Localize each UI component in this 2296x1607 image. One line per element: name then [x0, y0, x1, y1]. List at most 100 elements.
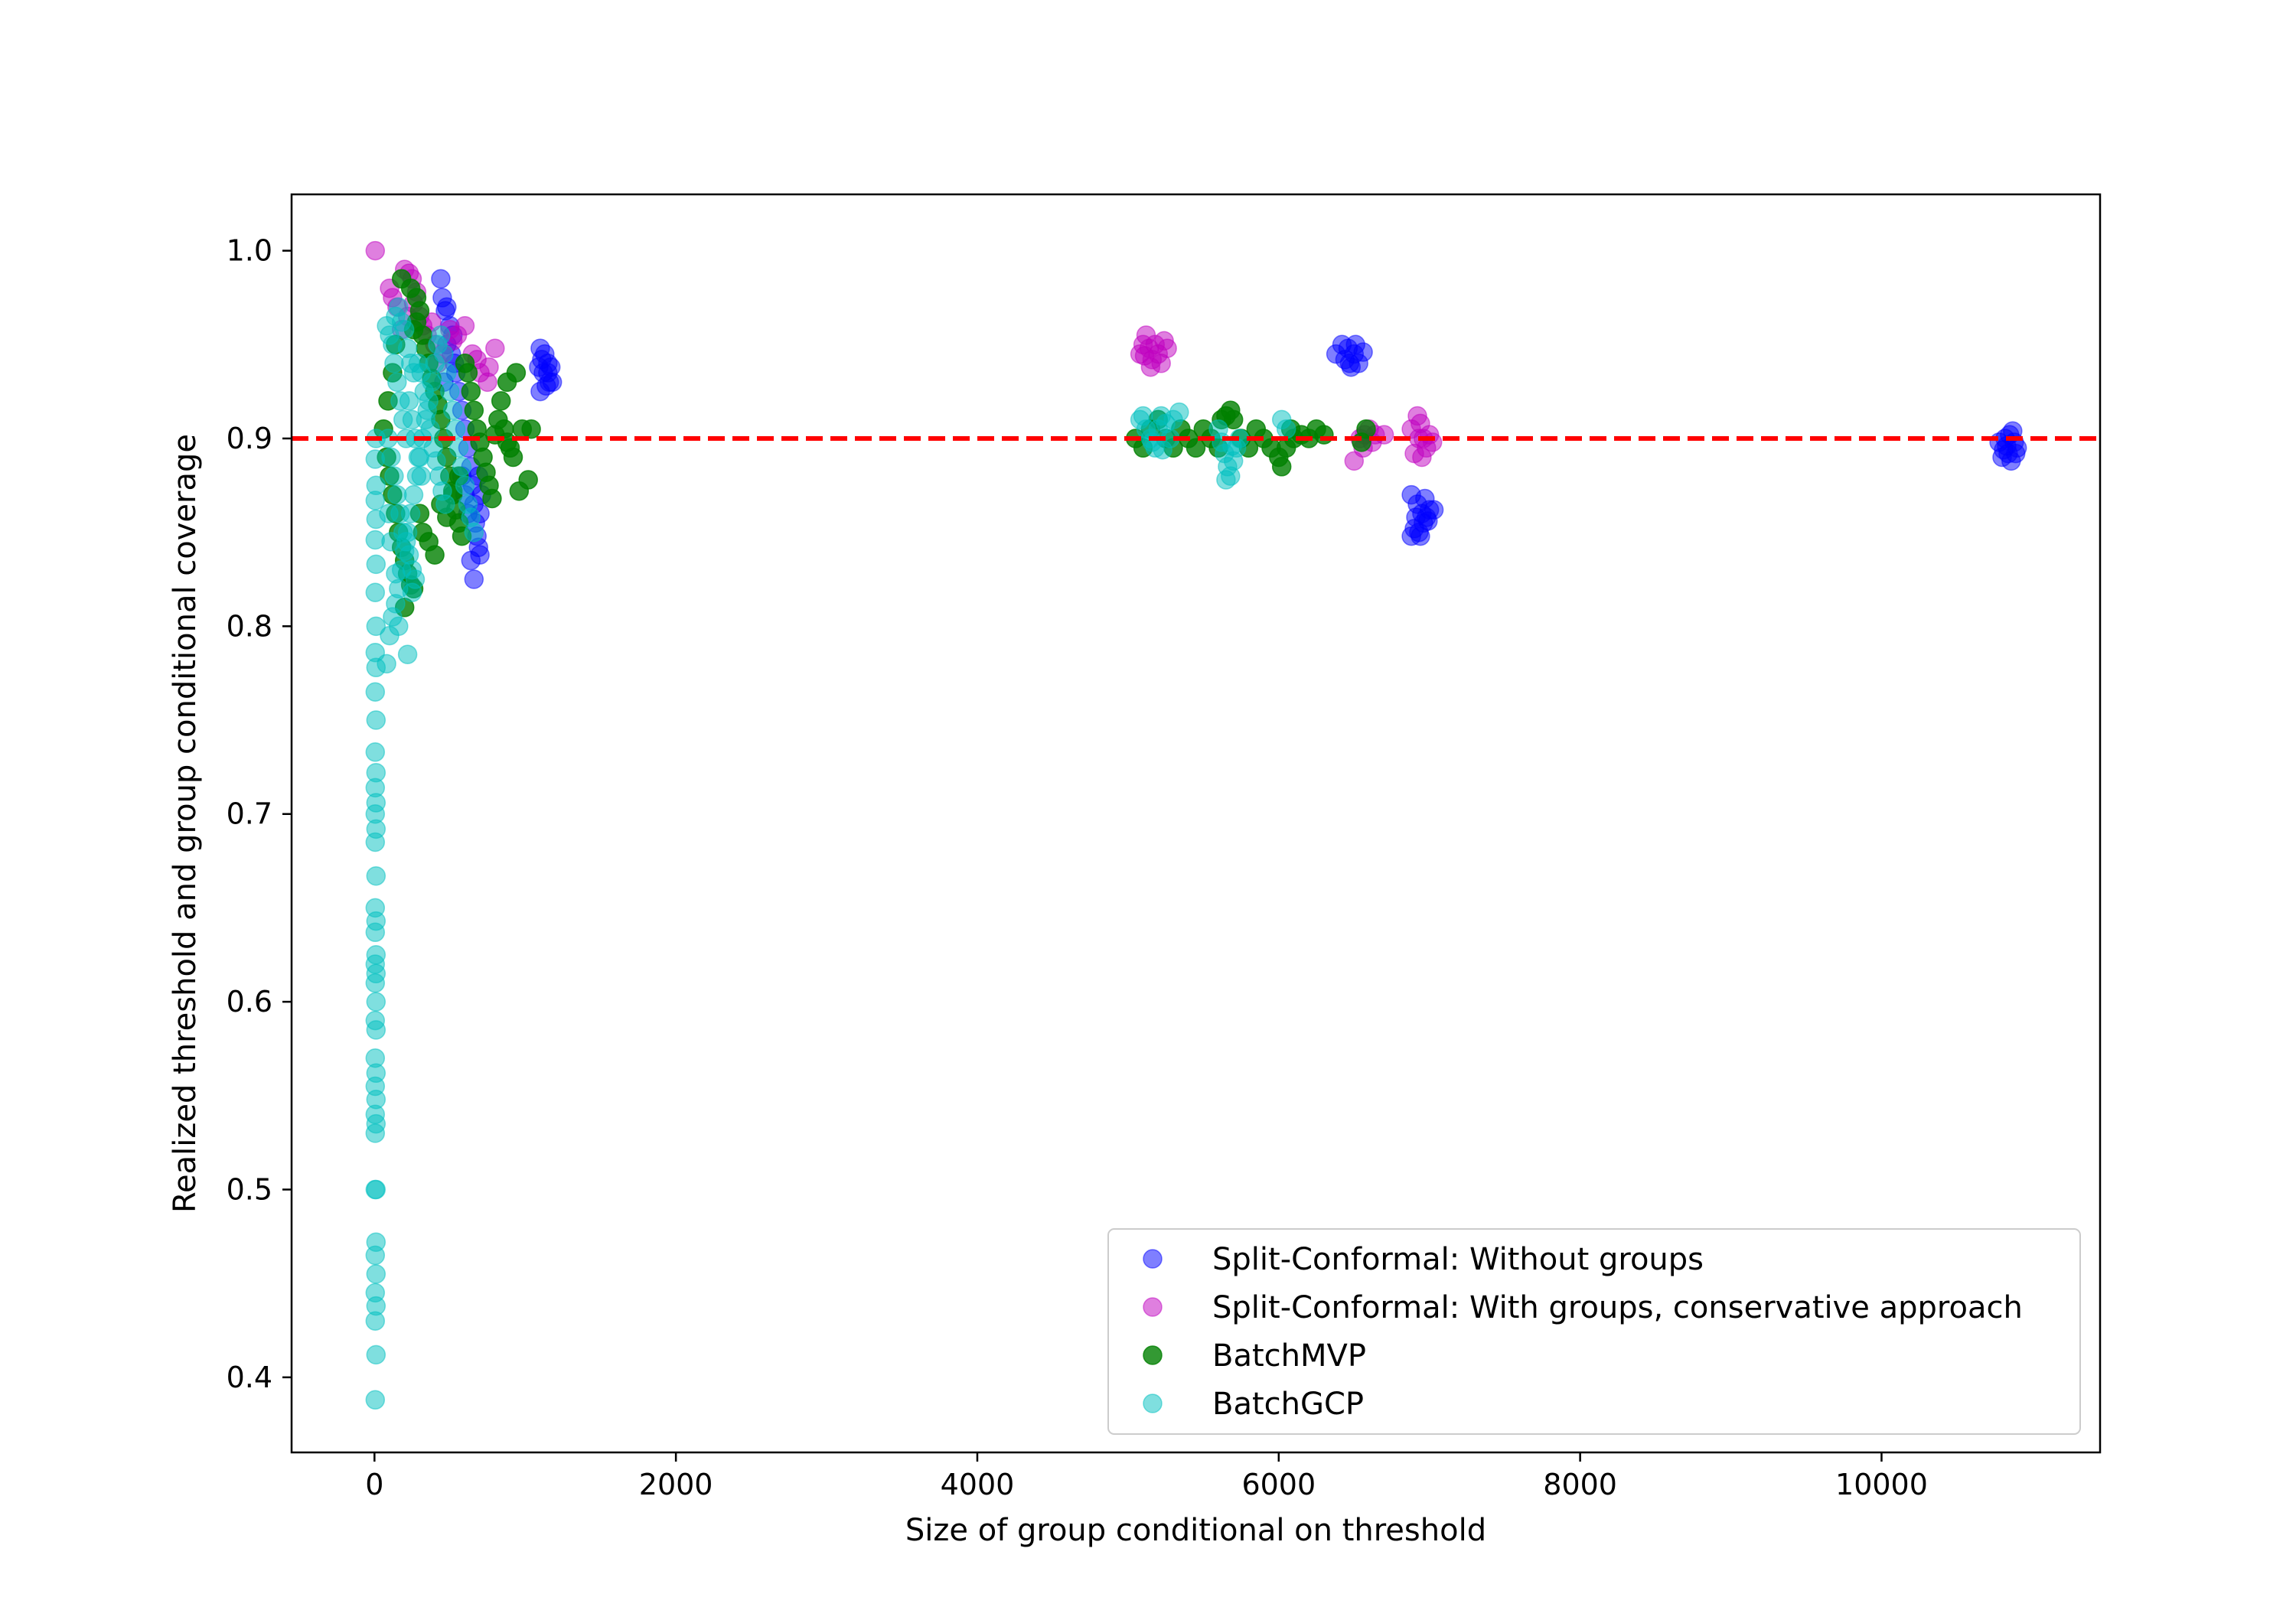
legend-box: [1107, 1228, 2081, 1435]
data-point: [440, 381, 460, 402]
data-point: [482, 488, 502, 509]
data-point: [542, 372, 563, 393]
legend-marker: [1143, 1249, 1163, 1269]
data-point: [1994, 439, 2014, 460]
data-point: [365, 1048, 386, 1068]
data-point: [461, 550, 481, 571]
data-point: [448, 438, 469, 458]
data-point: [521, 419, 541, 439]
y-tick-label: 0.8: [227, 609, 272, 643]
y-tick-label: 0.5: [227, 1172, 272, 1206]
data-point: [1134, 346, 1155, 366]
data-point: [366, 945, 386, 965]
legend-label: BatchGCP: [1212, 1387, 1364, 1422]
data-point: [458, 363, 478, 383]
data-point: [431, 269, 451, 289]
data-point: [381, 532, 401, 552]
y-tick-label: 0.7: [227, 797, 272, 831]
data-point: [387, 484, 407, 505]
legend-marker: [1143, 1297, 1163, 1317]
data-point: [394, 319, 415, 340]
data-point: [431, 325, 451, 345]
data-point: [365, 240, 386, 261]
data-points: [365, 240, 2027, 1410]
data-point: [442, 400, 463, 420]
legend-label: Split-Conformal: Without groups: [1212, 1242, 1704, 1277]
data-point: [365, 1283, 386, 1303]
y-tick-label: 0.6: [227, 985, 272, 1019]
data-point: [1169, 402, 1189, 422]
data-point: [435, 494, 455, 514]
data-point: [455, 316, 475, 336]
data-point: [1133, 406, 1153, 426]
y-axis-label: Realized threshold and group conditional…: [168, 434, 203, 1213]
data-point: [491, 391, 511, 411]
x-tick-label: 4000: [941, 1468, 1015, 1501]
data-point: [1374, 425, 1394, 445]
data-point: [1153, 439, 1172, 460]
y-tick-label: 1.0: [227, 234, 272, 268]
data-point: [389, 616, 409, 637]
data-point: [411, 363, 432, 383]
data-point: [1356, 419, 1376, 439]
legend-label: Split-Conformal: With groups, conservati…: [1212, 1290, 2023, 1325]
data-point: [464, 400, 484, 420]
data-point: [365, 1010, 386, 1031]
data-point: [366, 710, 386, 730]
data-point: [366, 865, 386, 886]
data-point: [479, 357, 499, 377]
x-tick-label: 8000: [1543, 1468, 1617, 1501]
data-point: [1345, 334, 1365, 355]
data-point: [485, 338, 505, 358]
data-point: [365, 898, 386, 918]
data-point: [402, 409, 422, 430]
data-point: [437, 297, 457, 317]
plot-area: [292, 240, 2100, 1410]
data-point: [518, 470, 538, 490]
data-point: [1271, 457, 1292, 477]
data-point: [366, 554, 386, 575]
data-point: [384, 354, 404, 373]
data-point: [434, 344, 454, 364]
data-point: [386, 563, 406, 584]
data-point: [399, 391, 419, 411]
data-point: [1314, 425, 1334, 445]
data-point: [365, 582, 386, 602]
x-tick-label: 0: [365, 1468, 383, 1501]
data-point: [381, 447, 401, 468]
data-point: [397, 644, 418, 664]
data-point: [1415, 488, 1435, 509]
data-point: [464, 569, 484, 589]
data-point: [366, 1179, 386, 1200]
data-point: [377, 654, 396, 674]
data-point: [403, 484, 424, 505]
data-point: [461, 381, 481, 402]
data-point: [366, 1232, 386, 1252]
data-point: [1223, 409, 1244, 430]
axes: 0 2000 4000 6000 8000 10000 0.4 0.5 0.6 0.7 0.8 0.9…: [227, 193, 2102, 1501]
data-point: [417, 400, 437, 420]
x-tick-label: 10000: [1835, 1468, 1928, 1501]
legend-marker: [1143, 1393, 1163, 1413]
data-point: [464, 522, 484, 543]
data-point: [437, 363, 457, 383]
data-point: [402, 582, 422, 602]
x-axis-label: Size of group conditional on threshold: [905, 1513, 1486, 1548]
data-point: [366, 992, 386, 1012]
data-point: [366, 762, 386, 783]
data-point: [529, 357, 549, 377]
data-point: [366, 616, 386, 637]
data-point: [1339, 354, 1360, 373]
series-3: [365, 297, 1296, 1410]
legend-marker: [1143, 1345, 1163, 1365]
legend: Split-Conformal: Without groups Split-Con…: [1107, 1228, 2081, 1435]
data-point: [411, 466, 432, 486]
data-point: [365, 1390, 386, 1410]
x-tick-label: 6000: [1241, 1468, 1316, 1501]
legend-label: BatchMVP: [1212, 1338, 1366, 1374]
data-point: [425, 545, 445, 565]
data-point: [455, 475, 475, 496]
data-point: [365, 742, 386, 762]
data-point: [1157, 338, 1177, 358]
